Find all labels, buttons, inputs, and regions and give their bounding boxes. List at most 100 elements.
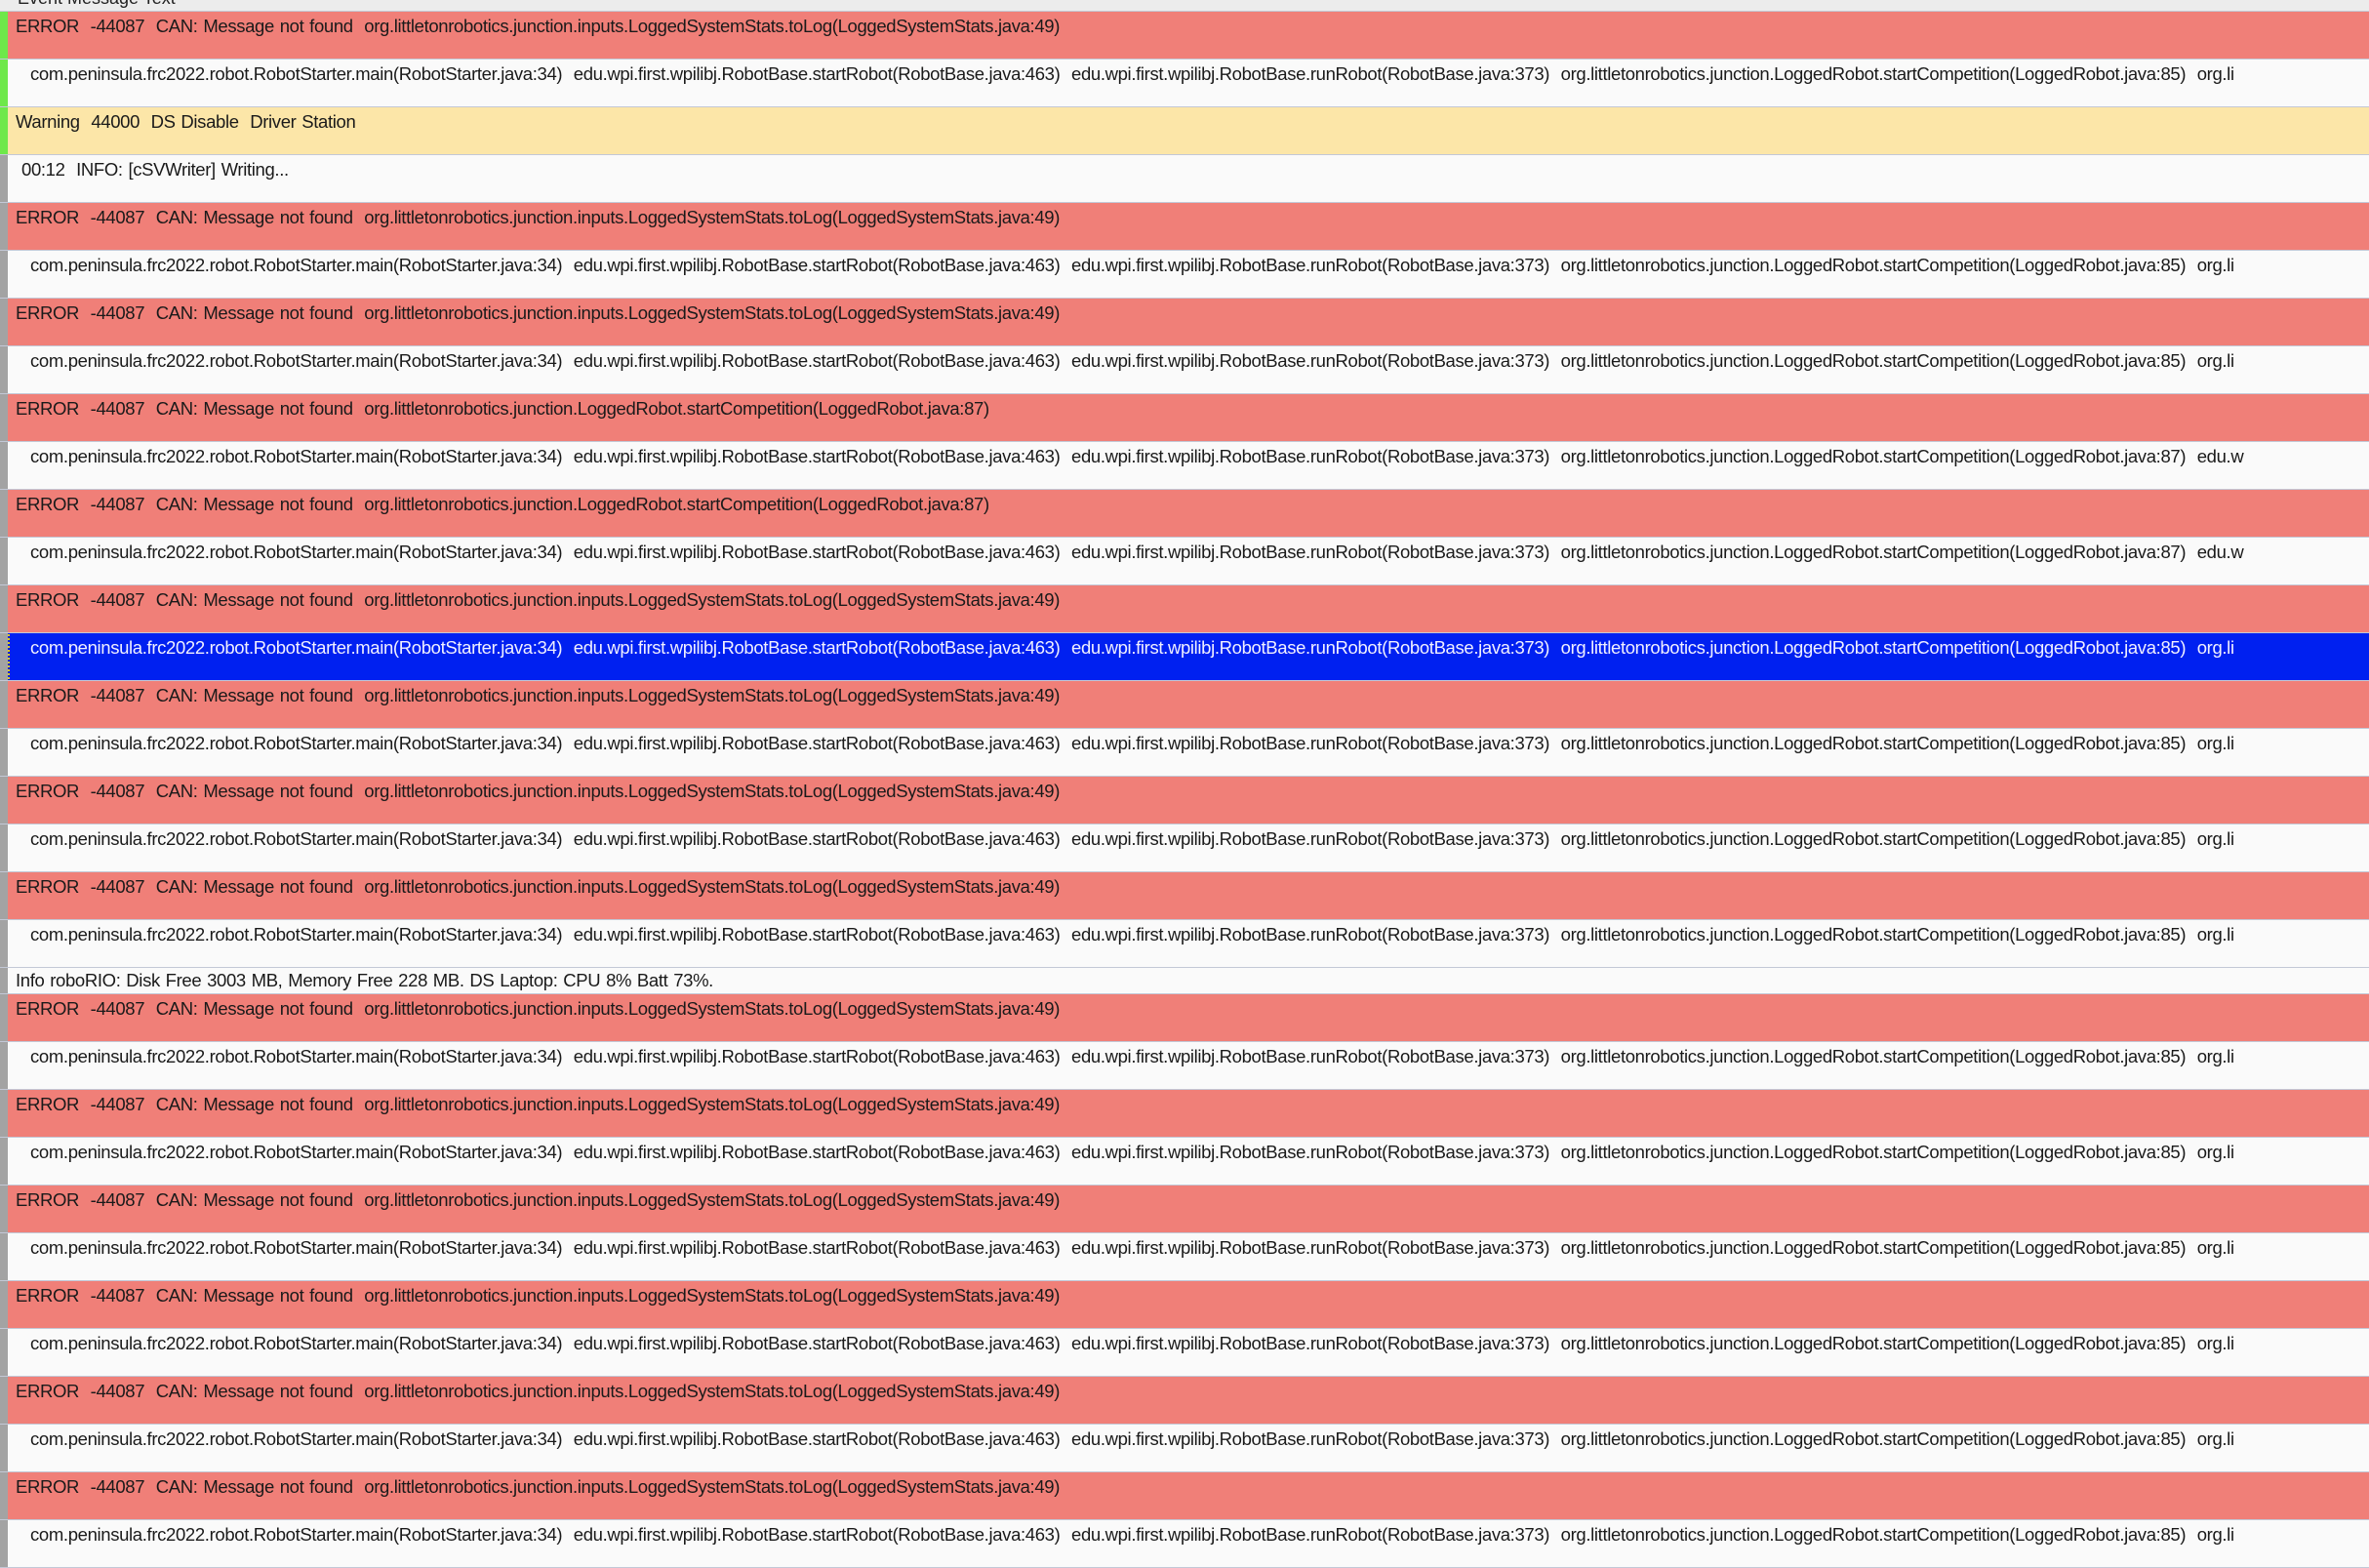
row-status-strip	[0, 346, 8, 393]
row-status-strip	[0, 251, 8, 298]
row-status-strip	[0, 1138, 8, 1185]
row-status-strip	[0, 968, 8, 993]
log-message-text: 00:12 INFO: [cSVWriter] Writing...	[21, 159, 289, 180]
row-status-strip	[0, 585, 8, 632]
log-message-text: com.peninsula.frc2022.robot.RobotStarter…	[30, 1333, 2234, 1353]
log-message-text: ERROR -44087 CAN: Message not found org.…	[16, 1189, 1061, 1210]
row-status-strip	[0, 1472, 8, 1519]
log-row-infow[interactable]: 00:12 INFO: [cSVWriter] Writing...	[0, 155, 2369, 203]
row-status-strip	[0, 12, 8, 59]
log-message-text: com.peninsula.frc2022.robot.RobotStarter…	[30, 1524, 2234, 1545]
log-message-text: com.peninsula.frc2022.robot.RobotStarter…	[30, 637, 2234, 658]
log-row-error[interactable]: ERROR -44087 CAN: Message not found org.…	[0, 490, 2369, 538]
log-message-text: com.peninsula.frc2022.robot.RobotStarter…	[30, 1428, 2234, 1449]
log-message-text: com.peninsula.frc2022.robot.RobotStarter…	[30, 1237, 2234, 1258]
log-row-error[interactable]: ERROR -44087 CAN: Message not found org.…	[0, 777, 2369, 824]
row-status-strip	[0, 681, 8, 728]
log-message-text: com.peninsula.frc2022.robot.RobotStarter…	[30, 828, 2234, 849]
log-row-error[interactable]: ERROR -44087 CAN: Message not found org.…	[0, 681, 2369, 729]
row-status-strip	[0, 1281, 8, 1328]
log-message-text: ERROR -44087 CAN: Message not found org.…	[16, 876, 1061, 897]
log-row-stack[interactable]: com.peninsula.frc2022.robot.RobotStarter…	[0, 1425, 2369, 1472]
log-message-text: ERROR -44087 CAN: Message not found org.…	[16, 207, 1061, 227]
log-message-text: com.peninsula.frc2022.robot.RobotStarter…	[30, 1142, 2234, 1162]
row-status-strip	[0, 155, 8, 202]
event-log-list[interactable]: ERROR -44087 CAN: Message not found org.…	[0, 12, 2369, 1568]
column-header-label: Event Message Text	[18, 0, 176, 9]
log-row-stack[interactable]: com.peninsula.frc2022.robot.RobotStarter…	[0, 1138, 2369, 1186]
log-row-stack[interactable]: com.peninsula.frc2022.robot.RobotStarter…	[0, 633, 2369, 681]
log-row-error[interactable]: ERROR -44087 CAN: Message not found org.…	[0, 12, 2369, 60]
row-status-strip	[0, 1042, 8, 1089]
log-row-error[interactable]: ERROR -44087 CAN: Message not found org.…	[0, 203, 2369, 251]
log-message-text: com.peninsula.frc2022.robot.RobotStarter…	[30, 446, 2244, 466]
log-row-error[interactable]: ERROR -44087 CAN: Message not found org.…	[0, 1090, 2369, 1138]
log-row-error[interactable]: ERROR -44087 CAN: Message not found org.…	[0, 299, 2369, 346]
row-status-strip	[0, 729, 8, 776]
log-message-text: com.peninsula.frc2022.robot.RobotStarter…	[30, 733, 2234, 753]
log-row-stack[interactable]: com.peninsula.frc2022.robot.RobotStarter…	[0, 824, 2369, 872]
row-status-strip	[0, 490, 8, 537]
log-row-stack[interactable]: com.peninsula.frc2022.robot.RobotStarter…	[0, 1042, 2369, 1090]
log-row-error[interactable]: ERROR -44087 CAN: Message not found org.…	[0, 394, 2369, 442]
row-status-strip	[0, 920, 8, 967]
row-status-strip	[0, 1186, 8, 1232]
row-status-strip	[0, 872, 8, 919]
log-message-text: ERROR -44087 CAN: Message not found org.…	[16, 1381, 1061, 1401]
log-message-text: ERROR -44087 CAN: Message not found org.…	[16, 998, 1061, 1019]
log-row-error[interactable]: ERROR -44087 CAN: Message not found org.…	[0, 1281, 2369, 1329]
row-status-strip	[0, 1425, 8, 1471]
log-row-stack[interactable]: com.peninsula.frc2022.robot.RobotStarter…	[0, 251, 2369, 299]
log-message-text: com.peninsula.frc2022.robot.RobotStarter…	[30, 350, 2234, 371]
log-row-stack[interactable]: com.peninsula.frc2022.robot.RobotStarter…	[0, 60, 2369, 107]
log-row-stack[interactable]: com.peninsula.frc2022.robot.RobotStarter…	[0, 1329, 2369, 1377]
log-row-stack[interactable]: com.peninsula.frc2022.robot.RobotStarter…	[0, 1520, 2369, 1568]
log-message-text: com.peninsula.frc2022.robot.RobotStarter…	[30, 1046, 2234, 1066]
log-row-error[interactable]: ERROR -44087 CAN: Message not found org.…	[0, 1377, 2369, 1425]
log-message-text: ERROR -44087 CAN: Message not found org.…	[16, 589, 1061, 610]
log-message-text: ERROR -44087 CAN: Message not found org.…	[16, 781, 1061, 801]
log-message-text: ERROR -44087 CAN: Message not found org.…	[16, 1285, 1061, 1306]
row-status-strip	[0, 60, 8, 106]
log-message-text: Info roboRIO: Disk Free 3003 MB, Memory …	[16, 970, 713, 990]
row-status-strip	[0, 633, 8, 680]
log-message-text: ERROR -44087 CAN: Message not found org.…	[16, 685, 1061, 705]
log-message-text: ERROR -44087 CAN: Message not found org.…	[16, 16, 1061, 36]
log-row-error[interactable]: ERROR -44087 CAN: Message not found org.…	[0, 585, 2369, 633]
log-message-text: ERROR -44087 CAN: Message not found org.…	[16, 302, 1061, 323]
row-status-strip	[0, 1520, 8, 1567]
log-row-info[interactable]: Info roboRIO: Disk Free 3003 MB, Memory …	[0, 968, 2369, 994]
log-row-stack[interactable]: com.peninsula.frc2022.robot.RobotStarter…	[0, 442, 2369, 490]
row-status-strip	[0, 1233, 8, 1280]
row-status-strip	[0, 299, 8, 345]
log-message-text: com.peninsula.frc2022.robot.RobotStarter…	[30, 255, 2234, 275]
log-message-text: com.peninsula.frc2022.robot.RobotStarter…	[30, 63, 2234, 84]
log-message-text: ERROR -44087 CAN: Message not found org.…	[16, 494, 989, 514]
row-status-strip	[0, 538, 8, 584]
log-message-text: com.peninsula.frc2022.robot.RobotStarter…	[30, 542, 2244, 562]
log-row-warning[interactable]: Warning 44000 DS Disable Driver Station	[0, 107, 2369, 155]
log-row-error[interactable]: ERROR -44087 CAN: Message not found org.…	[0, 994, 2369, 1042]
row-status-strip	[0, 777, 8, 824]
log-message-text: ERROR -44087 CAN: Message not found org.…	[16, 1094, 1061, 1114]
log-row-stack[interactable]: com.peninsula.frc2022.robot.RobotStarter…	[0, 538, 2369, 585]
log-row-error[interactable]: ERROR -44087 CAN: Message not found org.…	[0, 872, 2369, 920]
log-message-text: ERROR -44087 CAN: Message not found org.…	[16, 398, 989, 419]
log-row-error[interactable]: ERROR -44087 CAN: Message not found org.…	[0, 1472, 2369, 1520]
log-row-stack[interactable]: com.peninsula.frc2022.robot.RobotStarter…	[0, 1233, 2369, 1281]
row-status-strip	[0, 203, 8, 250]
log-message-text: ERROR -44087 CAN: Message not found org.…	[16, 1476, 1061, 1497]
row-status-strip	[0, 824, 8, 871]
row-status-strip	[0, 1377, 8, 1424]
row-status-strip	[0, 1329, 8, 1376]
log-row-stack[interactable]: com.peninsula.frc2022.robot.RobotStarter…	[0, 920, 2369, 968]
log-row-stack[interactable]: com.peninsula.frc2022.robot.RobotStarter…	[0, 729, 2369, 777]
row-status-strip	[0, 107, 8, 154]
row-status-strip	[0, 394, 8, 441]
focus-indicator	[8, 634, 10, 679]
log-message-text: Warning 44000 DS Disable Driver Station	[16, 111, 356, 132]
row-status-strip	[0, 442, 8, 489]
log-row-error[interactable]: ERROR -44087 CAN: Message not found org.…	[0, 1186, 2369, 1233]
log-row-stack[interactable]: com.peninsula.frc2022.robot.RobotStarter…	[0, 346, 2369, 394]
column-header-message[interactable]: Event Message Text	[0, 0, 2369, 12]
